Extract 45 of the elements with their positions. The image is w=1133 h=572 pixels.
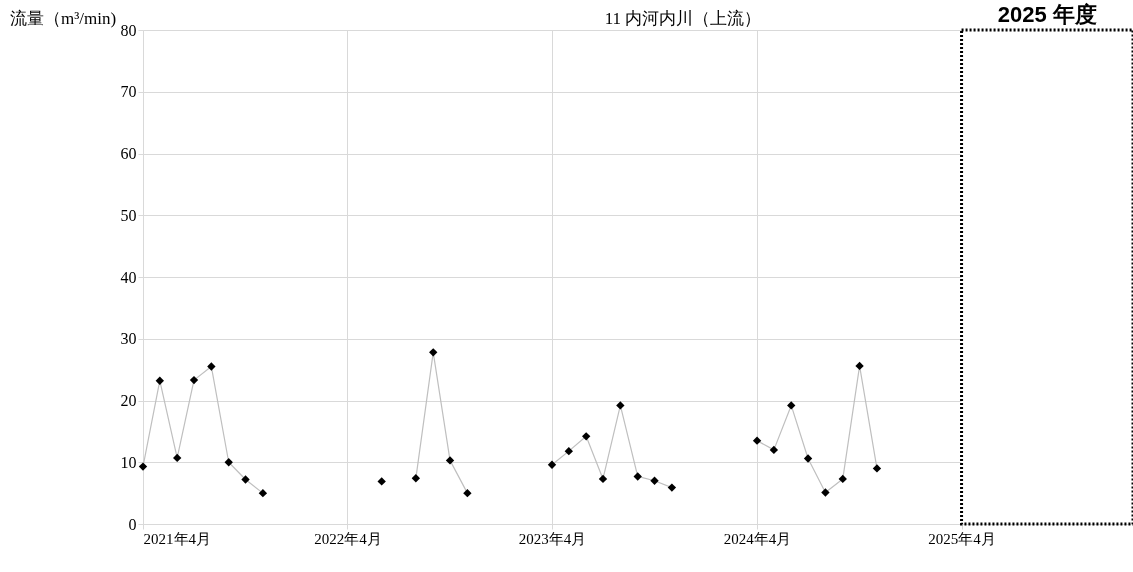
y-tick-label: 70: [120, 83, 137, 101]
x-tick-label: 2024年4月: [723, 530, 792, 547]
point: [189, 375, 199, 385]
point: [855, 361, 864, 371]
y-tick-label: 30: [120, 330, 137, 348]
y-tick-label: 40: [120, 268, 137, 286]
point: [769, 445, 779, 455]
point: [463, 488, 472, 498]
point: [224, 458, 233, 467]
point: [598, 474, 608, 484]
point: [650, 476, 659, 485]
point: [821, 488, 830, 497]
chart-title: 11 内河内川（上流）: [604, 9, 762, 28]
point: [377, 477, 386, 486]
x-tick-label: 2025年4月: [928, 530, 996, 547]
band-label: 2025 年度: [997, 2, 1097, 27]
point: [445, 456, 455, 465]
point: [616, 401, 625, 410]
y-tick-label: 0: [128, 515, 137, 533]
point: [787, 401, 796, 410]
point: [803, 454, 813, 463]
x-tick-label: 2023年4月: [518, 530, 587, 547]
point: [872, 464, 882, 473]
point: [752, 436, 762, 445]
point: [172, 453, 182, 463]
x-tick-label: 2021年4月: [143, 530, 211, 547]
point: [667, 483, 677, 492]
y-tick-label: 80: [120, 21, 137, 39]
point: [411, 474, 421, 483]
point: [241, 475, 250, 484]
point: [155, 376, 164, 385]
y-tick-label: 60: [120, 145, 137, 162]
y-axis-title: 流量（m³/min): [10, 9, 117, 28]
point: [633, 472, 642, 481]
point: [547, 460, 557, 469]
point: [581, 432, 591, 441]
point: [258, 488, 268, 498]
y-tick-label: 50: [120, 206, 137, 224]
y-tick-label: 20: [120, 392, 137, 409]
x-tick-label: 2022年4月: [314, 530, 382, 547]
point: [838, 474, 847, 484]
point: [429, 348, 438, 357]
point: [564, 446, 573, 456]
point: [207, 362, 216, 371]
y-tick-label: 10: [120, 453, 137, 471]
